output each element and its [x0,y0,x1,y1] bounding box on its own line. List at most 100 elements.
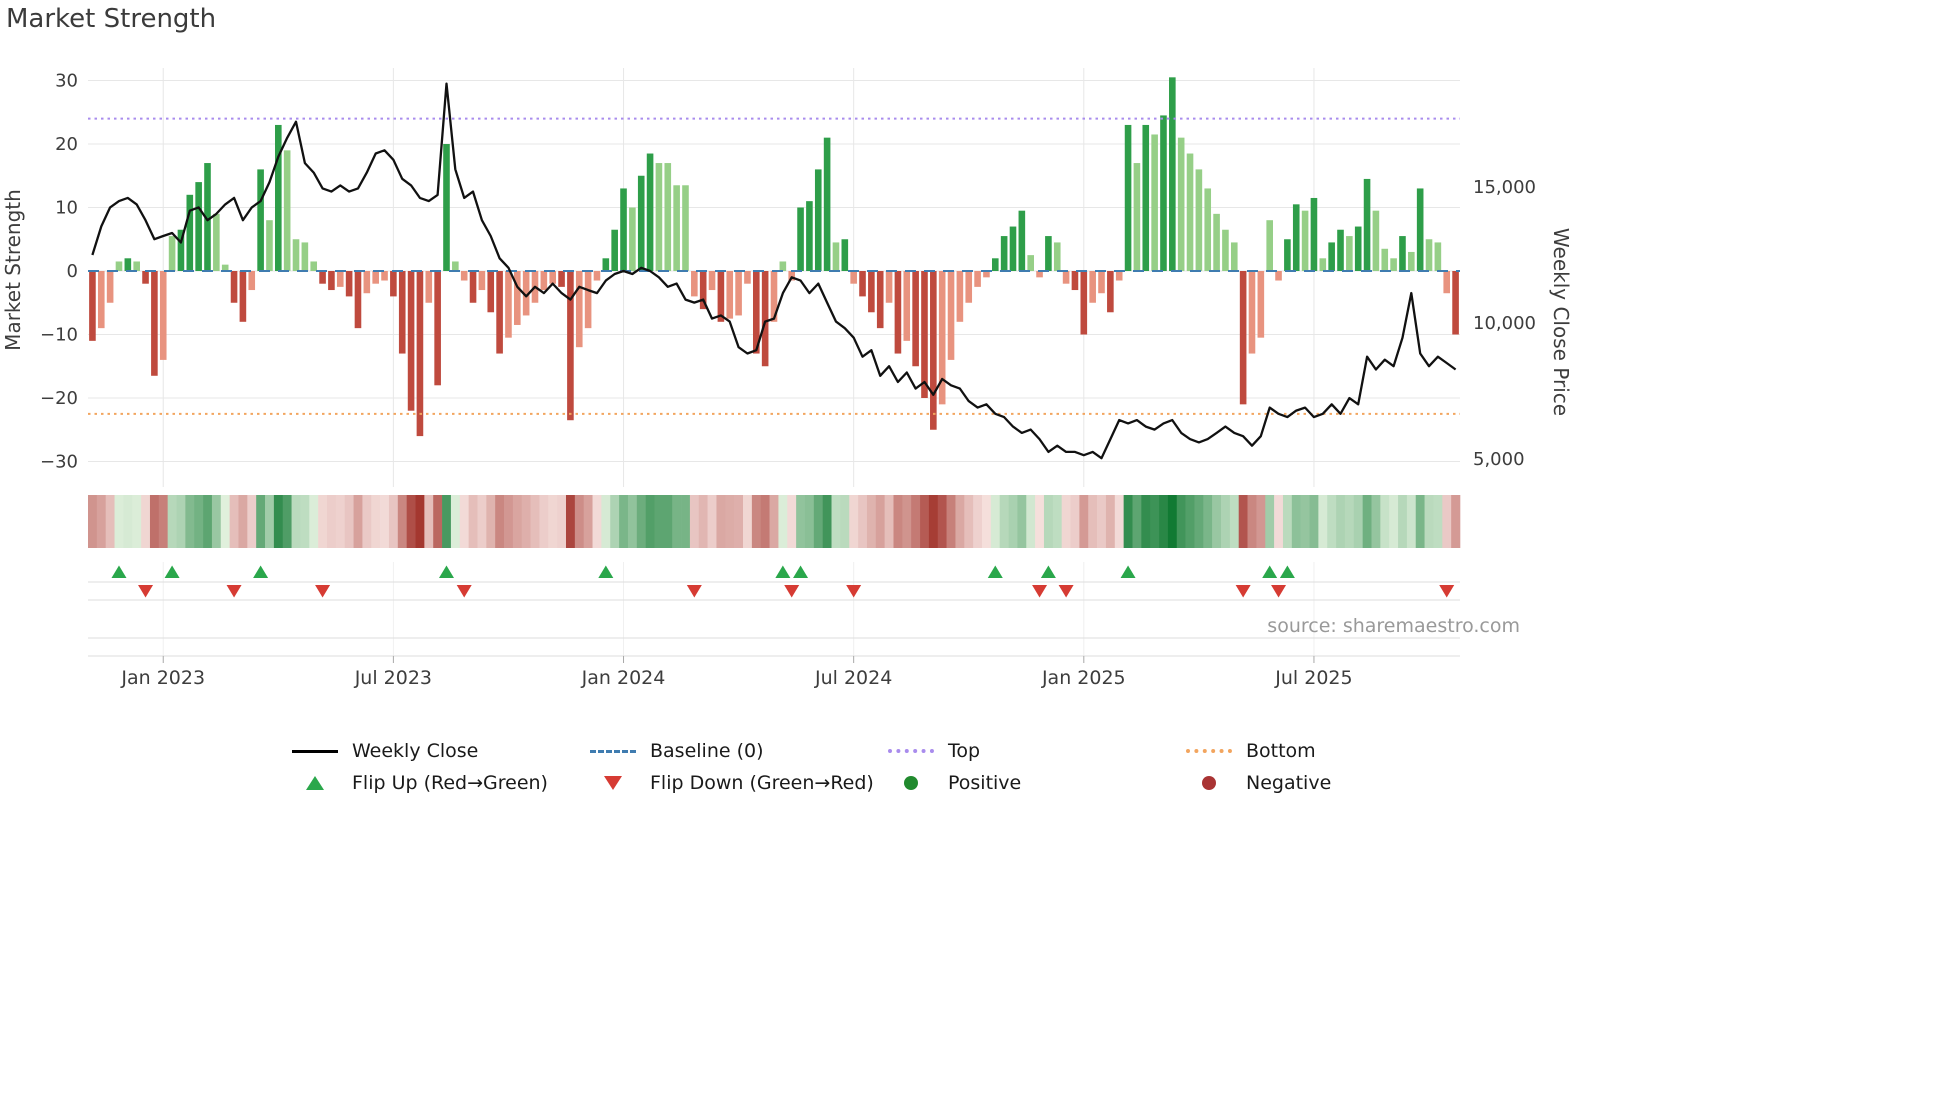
strength-bar [1363,178,1371,271]
strength-bar [283,150,291,271]
strength-bar [336,271,344,287]
heat-cell [672,495,682,548]
legend-item-baseline-0: Baseline (0) [590,738,888,764]
strength-bar [699,271,707,310]
heat-cell [1274,495,1284,548]
strength-bar [1346,236,1353,271]
strength-bar [275,124,282,271]
heat-cell [433,495,443,548]
heat-cell [574,495,584,548]
legend-tri-up-icon [306,776,324,790]
strength-bar [239,271,247,322]
heat-cell [619,495,629,548]
strength-bar [1053,242,1061,271]
heat-cell [273,495,284,548]
strength-bar [443,144,450,271]
legend-circle-green-icon [904,776,918,790]
heat-cell [1185,495,1195,548]
flip-down-icon [846,585,862,598]
heat-cell [707,495,717,548]
strength-bar [407,271,415,411]
strength-bar [947,271,955,360]
right-tick-label: 15,000 [1473,177,1536,198]
strength-bar [832,242,840,271]
heat-cell [636,495,646,548]
strength-bar [1018,210,1026,271]
heat-cell [663,495,673,548]
heat-cell [486,495,496,548]
heat-cell [1105,495,1116,548]
strength-bar [186,194,194,271]
heat-cell [1070,495,1080,548]
heat-cell [1079,495,1089,548]
strength-bar [1160,115,1167,271]
heat-cell [477,495,487,548]
strength-bar [691,271,698,297]
heat-cell [406,495,416,548]
strength-bar [876,271,884,329]
flip-down-icon [226,585,242,598]
heat-cell [1043,495,1054,548]
heat-cell [1052,495,1062,548]
flip-down-icon [1032,585,1048,598]
heat-cell [990,495,1001,548]
heat-cell [247,495,257,548]
heat-cell [132,495,142,548]
flip-up-icon [253,565,269,578]
strength-bar [1151,134,1158,271]
legend-dash-icon [590,749,636,753]
strength-bar [1443,271,1451,294]
x-tick-label: Jan 2024 [581,667,666,689]
strength-bar [540,271,548,291]
left-tick-label: 30 [55,71,78,92]
flip-up-icon [987,565,1003,578]
strength-bar [319,271,326,284]
heat-cell [937,495,947,548]
heat-cell [1097,495,1107,548]
strength-bar [770,271,778,322]
strength-bar [514,271,521,325]
heat-cell [123,495,133,548]
heat-cell [1282,495,1293,548]
flip-up-icon [1120,565,1136,578]
heat-cell [229,495,239,548]
heat-cell [1221,495,1231,548]
heat-cell [291,495,301,548]
legend-item-bottom: Bottom [1186,738,1484,764]
heat-cell [1167,495,1178,548]
strength-bar [903,271,911,341]
strength-bar [894,271,902,354]
heat-cell [88,495,98,548]
left-tick-label: 0 [67,261,78,282]
legend-label: Baseline (0) [650,740,764,762]
strength-bar [655,163,663,271]
strength-bar [416,271,424,437]
left-axis-title: Market Strength [1,189,25,351]
strength-bar [1239,271,1247,405]
heat-cell [769,495,779,548]
strength-bar [682,185,689,271]
heat-cell [1114,495,1124,548]
heat-cell [1061,495,1071,548]
flip-down-icon [315,585,331,598]
strength-bar [1080,271,1088,335]
strength-bar [97,271,105,329]
heat-cell [1203,495,1213,548]
strength-bar [425,271,433,303]
heat-cell [1406,495,1417,548]
strength-bar [151,271,158,376]
heat-cell [1256,495,1266,548]
heat-cell [167,495,177,548]
strength-bar [496,271,503,354]
strength-bar [522,271,530,316]
strength-bar [912,271,919,367]
heat-cell [1353,495,1363,548]
strength-bar [549,271,557,284]
strength-bar [806,201,813,271]
heat-cell [415,495,425,548]
strength-bar [735,271,742,316]
y-axis-right-labels: 15,000 10,000 5,000 [1473,177,1536,470]
chart-title: Market Strength [6,4,217,34]
flip-up-icon [775,565,791,578]
